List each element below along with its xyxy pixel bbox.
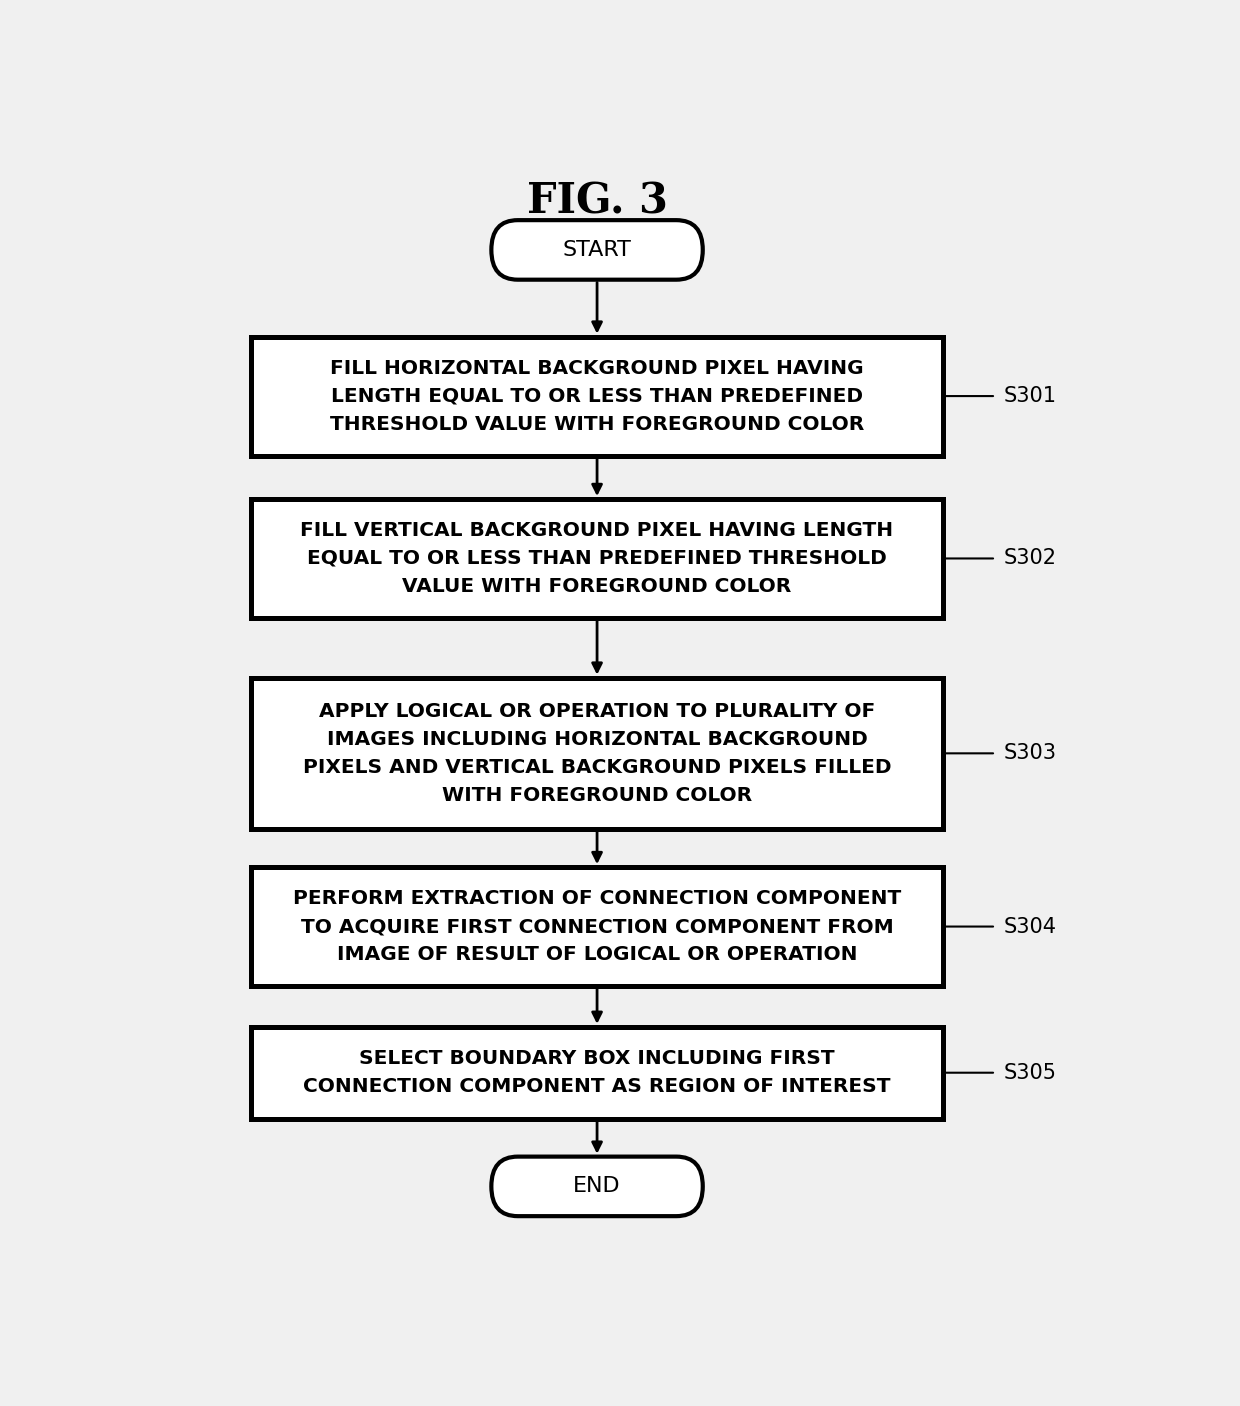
FancyBboxPatch shape [250,499,944,619]
Text: S302: S302 [1003,548,1056,568]
Text: START: START [563,240,631,260]
Text: FIG. 3: FIG. 3 [527,180,667,222]
Text: S305: S305 [1003,1063,1056,1083]
Text: S304: S304 [1003,917,1056,936]
Text: APPLY LOGICAL OR OPERATION TO PLURALITY OF
IMAGES INCLUDING HORIZONTAL BACKGROUN: APPLY LOGICAL OR OPERATION TO PLURALITY … [303,702,892,804]
Text: S303: S303 [1003,744,1056,763]
Text: END: END [573,1177,621,1197]
Text: PERFORM EXTRACTION OF CONNECTION COMPONENT
TO ACQUIRE FIRST CONNECTION COMPONENT: PERFORM EXTRACTION OF CONNECTION COMPONE… [293,889,901,965]
FancyBboxPatch shape [250,678,944,830]
Text: FILL HORIZONTAL BACKGROUND PIXEL HAVING
LENGTH EQUAL TO OR LESS THAN PREDEFINED
: FILL HORIZONTAL BACKGROUND PIXEL HAVING … [330,359,864,433]
Text: S301: S301 [1003,387,1056,406]
FancyBboxPatch shape [250,1026,944,1119]
FancyBboxPatch shape [491,1157,703,1216]
Text: FILL VERTICAL BACKGROUND PIXEL HAVING LENGTH
EQUAL TO OR LESS THAN PREDEFINED TH: FILL VERTICAL BACKGROUND PIXEL HAVING LE… [300,522,894,596]
FancyBboxPatch shape [250,336,944,456]
Text: SELECT BOUNDARY BOX INCLUDING FIRST
CONNECTION COMPONENT AS REGION OF INTEREST: SELECT BOUNDARY BOX INCLUDING FIRST CONN… [304,1049,890,1097]
FancyBboxPatch shape [491,221,703,280]
FancyBboxPatch shape [250,868,944,986]
